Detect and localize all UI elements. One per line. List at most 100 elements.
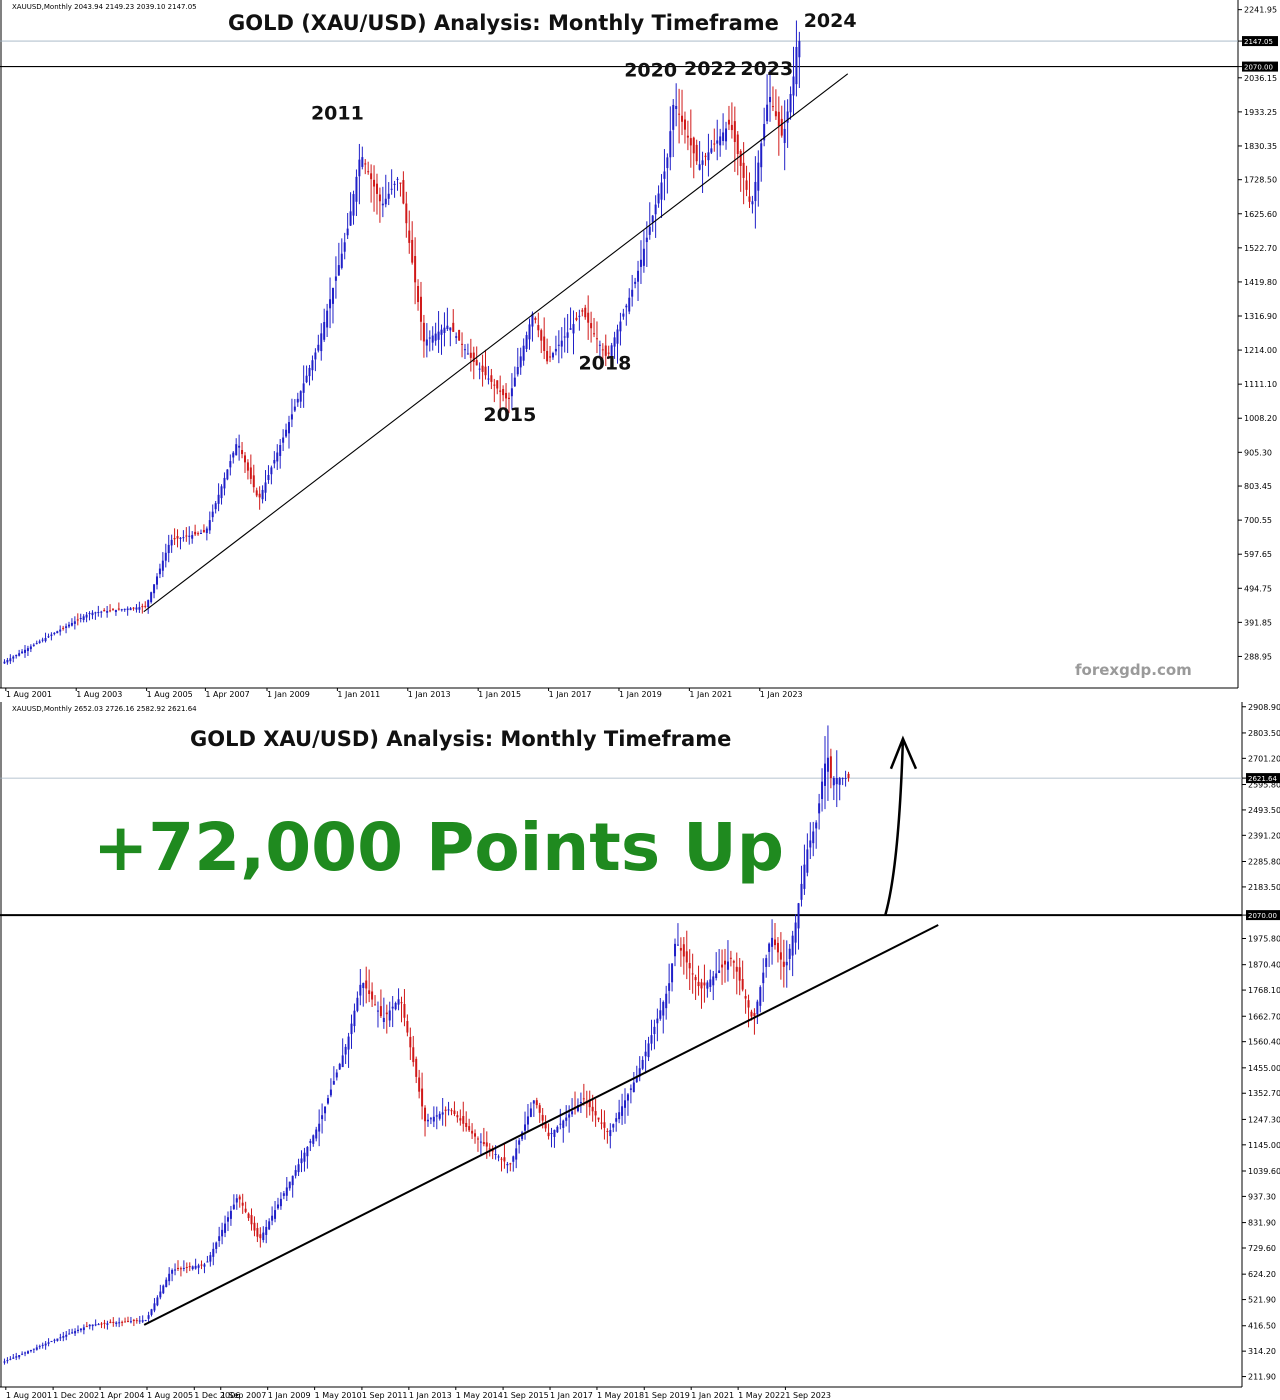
- candle: [194, 524, 197, 537]
- candle: [546, 338, 549, 365]
- price-tick-label: 521.90: [1248, 1296, 1276, 1305]
- candle: [595, 321, 598, 354]
- candle: [497, 1154, 500, 1162]
- candle: [249, 454, 252, 485]
- candle: [385, 1004, 388, 1034]
- candle: [156, 1295, 159, 1307]
- candle: [147, 599, 150, 614]
- candle: [415, 1056, 418, 1084]
- candle: [499, 375, 502, 410]
- candle: [718, 949, 721, 974]
- candle: [59, 625, 62, 636]
- candle: [405, 191, 408, 238]
- candle: [68, 1328, 71, 1335]
- year-annotations-top: 2011 2015 2018 2020 2022 2023 2024: [311, 10, 857, 426]
- time-tick-label: 1 May 2018: [597, 1391, 644, 1400]
- candle: [736, 131, 739, 176]
- price-tag: [1246, 773, 1280, 784]
- candle: [569, 307, 572, 330]
- candle: [94, 611, 97, 620]
- candle: [440, 324, 443, 355]
- candle: [435, 1106, 438, 1130]
- candle: [273, 451, 276, 469]
- candle: [211, 504, 214, 522]
- time-tick-label: 1 Apr 2004: [100, 1391, 144, 1400]
- candle: [91, 1324, 94, 1331]
- candle: [593, 317, 596, 338]
- candle: [490, 368, 493, 390]
- candle: [635, 1065, 638, 1083]
- candle: [459, 1109, 462, 1126]
- candle: [757, 150, 760, 207]
- candle: [164, 543, 167, 568]
- candle: [515, 1139, 518, 1169]
- candle: [474, 1129, 477, 1144]
- candle: [639, 240, 642, 284]
- candle: [232, 1194, 235, 1210]
- candle: [132, 1318, 135, 1327]
- price-tick-label: 1522.70: [1244, 244, 1277, 253]
- candle: [79, 1328, 82, 1333]
- candle: [161, 552, 164, 578]
- year-label: 2015: [483, 404, 536, 426]
- candle: [299, 390, 302, 408]
- candle: [290, 398, 293, 428]
- time-tick-label: 1 Jan 2019: [619, 690, 662, 699]
- candle: [390, 169, 393, 195]
- candle: [598, 340, 601, 358]
- candle: [411, 221, 414, 265]
- candle: [730, 102, 733, 139]
- candle: [115, 1321, 118, 1327]
- candle: [471, 1123, 474, 1140]
- candle: [199, 529, 202, 535]
- candle: [381, 186, 384, 218]
- candle: [223, 472, 226, 496]
- candle: [798, 31, 801, 88]
- candle: [505, 383, 508, 413]
- candle: [111, 608, 114, 611]
- candle: [600, 1109, 603, 1130]
- candle: [788, 944, 791, 971]
- candle: [352, 190, 355, 225]
- price-tick-label: 831.90: [1248, 1219, 1276, 1228]
- candle: [403, 989, 406, 1027]
- year-label: 2024: [804, 10, 857, 32]
- candle: [716, 119, 719, 161]
- candle: [120, 608, 123, 612]
- time-tick-label: 1 Jan 2015: [478, 690, 521, 699]
- candle: [537, 312, 540, 338]
- candle: [806, 833, 809, 877]
- candle: [549, 345, 552, 363]
- candle: [285, 1176, 288, 1201]
- candle: [706, 980, 709, 998]
- candle: [94, 1319, 97, 1327]
- candle: [703, 964, 706, 1003]
- price-tick-label: 1768.10: [1248, 986, 1280, 995]
- time-tick-label: 1 Jan 2013: [409, 1391, 452, 1400]
- candle: [197, 531, 200, 536]
- candle: [800, 865, 803, 907]
- candle: [191, 531, 194, 544]
- candle: [446, 307, 449, 331]
- candle: [735, 952, 738, 995]
- candle: [185, 527, 188, 542]
- candle: [753, 1008, 756, 1035]
- candle: [109, 604, 112, 613]
- candle: [270, 465, 273, 485]
- candle: [221, 1222, 224, 1245]
- time-tick-label: 1 May 2022: [738, 1391, 785, 1400]
- candle: [29, 1349, 32, 1353]
- candle: [317, 334, 320, 353]
- candle: [209, 1251, 212, 1267]
- candle: [587, 295, 590, 340]
- candle: [672, 99, 675, 158]
- candle: [455, 332, 458, 344]
- candle: [364, 159, 367, 175]
- candle: [9, 1356, 12, 1361]
- candle: [150, 1308, 153, 1317]
- candles-top: [3, 20, 801, 665]
- candle: [38, 1344, 41, 1350]
- candle: [321, 1103, 324, 1134]
